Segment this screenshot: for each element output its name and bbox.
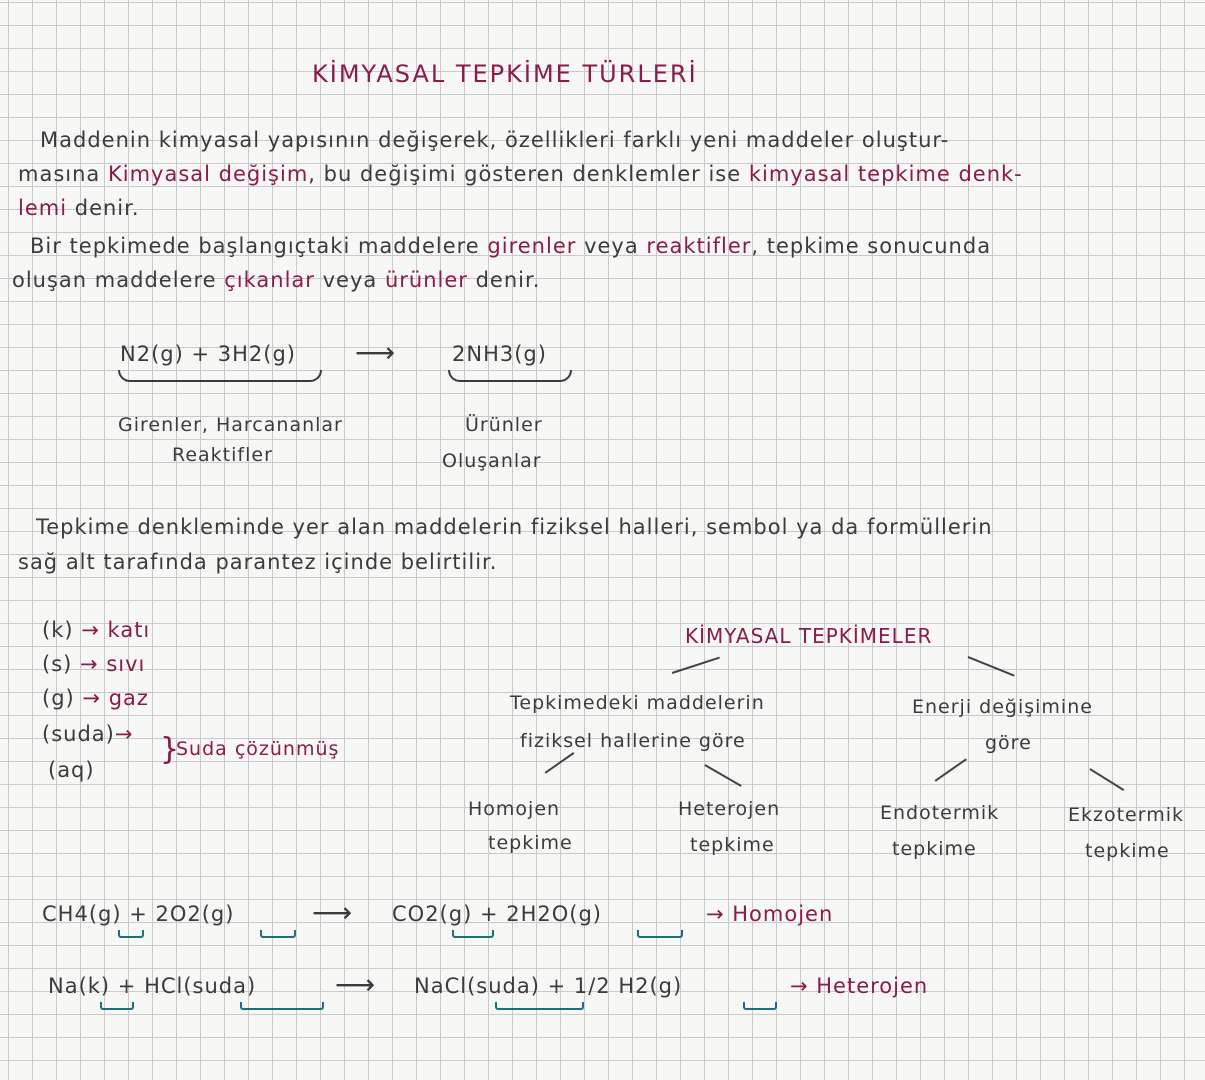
tree-right-line2: göre <box>985 732 1032 754</box>
leaf-homojen: Homojen <box>468 798 561 820</box>
connector <box>704 764 742 787</box>
state-underline <box>100 1002 134 1010</box>
text: oluşan maddelere <box>12 268 217 292</box>
text: veya <box>322 268 378 292</box>
reactants: N2(g) + 3H2(g) <box>120 342 296 366</box>
term-cikanlar: çıkanlar <box>224 268 315 292</box>
state-underline <box>260 930 296 938</box>
state-underline <box>118 930 144 938</box>
example-result: → Homojen <box>706 902 834 926</box>
label-products-2: Oluşanlar <box>442 450 542 472</box>
term-girenler: girenler <box>487 234 577 258</box>
term-kimyasal-degisim: Kimyasal değişim <box>107 162 309 186</box>
arrow-icon: ⟶ <box>355 336 397 369</box>
state-item: (g) → gaz <box>42 686 149 710</box>
page-title: KİMYASAL TEPKİME TÜRLERİ <box>312 60 698 88</box>
leaf-heterojen: Heterojen <box>678 798 781 820</box>
text-line: oluşan maddelere çıkanlar veya ürünler d… <box>12 268 540 292</box>
term-cont: lemi <box>18 196 68 220</box>
state-underline <box>637 930 683 938</box>
brace-icon: } <box>160 732 181 767</box>
text-line: lemi denir. <box>18 196 140 220</box>
example-products: CO2(g) + 2H2O(g) <box>392 902 602 926</box>
text: , bu değişimi gösteren denklemler ise <box>308 162 742 186</box>
connector <box>671 656 720 674</box>
connector <box>934 758 967 782</box>
text-line: masına Kimyasal değişim, bu değişimi gös… <box>18 162 1023 186</box>
example-reactants: Na(k) + HCl(suda) <box>48 974 257 998</box>
text: , tepkime sonucunda <box>751 234 992 258</box>
state-item: (suda)→ <box>42 722 134 746</box>
tree-root: KİMYASAL TEPKİMELER <box>685 624 933 648</box>
text: veya <box>584 234 639 258</box>
text: masına <box>18 162 101 186</box>
brace-products <box>448 370 572 382</box>
text-line: sağ alt tarafında parantez içinde belirt… <box>18 550 498 574</box>
state-underline <box>240 1002 324 1010</box>
text: Bir tepkimede başlangıçtaki maddelere <box>30 234 480 258</box>
text-line: Maddenin kimyasal yapısının değişerek, ö… <box>40 128 950 152</box>
label-reactants-2: Reaktifler <box>172 444 273 466</box>
connector <box>967 656 1015 677</box>
products: 2NH3(g) <box>452 342 547 366</box>
example-products: NaCl(suda) + 1/2 H2(g) <box>414 974 683 998</box>
leaf-label: tepkime <box>488 832 573 854</box>
label-reactants: Girenler, Harcananlar <box>118 414 343 436</box>
state-item: (aq) <box>48 758 95 782</box>
leaf-label: tepkime <box>892 838 977 860</box>
state-underline <box>495 1002 584 1010</box>
leaf-label: tepkime <box>1085 840 1170 862</box>
tree-right-line1: Enerji değişimine <box>912 696 1093 718</box>
brace-reactants <box>118 370 322 382</box>
state-item: (k) → katı <box>42 618 151 642</box>
state-underline <box>743 1002 777 1010</box>
term-urunler: ürünler <box>384 268 468 292</box>
state-group-label: Suda çözünmüş <box>176 738 340 760</box>
state-underline <box>452 930 494 938</box>
text: denir. <box>475 268 541 292</box>
label-products: Ürünler <box>465 414 543 436</box>
leaf-endotermik: Endotermik <box>880 802 1000 824</box>
connector <box>1089 768 1125 791</box>
example-result: → Heterojen <box>790 974 929 998</box>
arrow-icon: ⟶ <box>335 968 377 1001</box>
leaf-label: tepkime <box>690 834 775 856</box>
leaf-ekzotermik: Ekzotermik <box>1068 804 1185 826</box>
tree-left-line2: fiziksel hallerine göre <box>520 730 746 752</box>
term-reaktifler: reaktifler <box>646 234 752 258</box>
connector <box>544 752 575 774</box>
text-line: Bir tepkimede başlangıçtaki maddelere gi… <box>30 234 991 258</box>
term-kimyasal-tepkime: kimyasal tepkime denk- <box>748 162 1023 186</box>
tree-left-line1: Tepkimedeki maddelerin <box>510 692 765 714</box>
text: denir. <box>74 196 140 220</box>
text-line: Tepkime denkleminde yer alan maddelerin … <box>36 515 993 539</box>
arrow-icon: ⟶ <box>312 896 354 929</box>
state-item: (s) → sıvı <box>42 652 146 676</box>
example-reactants: CH4(g) + 2O2(g) <box>42 902 235 926</box>
